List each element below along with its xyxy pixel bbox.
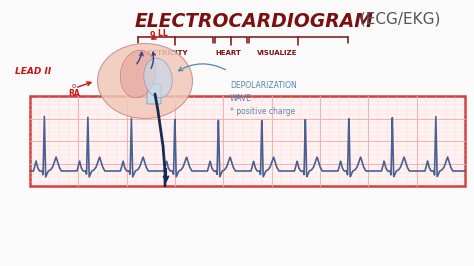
Text: HEART: HEART — [215, 50, 241, 56]
Text: (ECG/EKG): (ECG/EKG) — [355, 12, 440, 27]
Ellipse shape — [120, 50, 156, 98]
Text: VISUALIZE: VISUALIZE — [257, 50, 298, 56]
Text: o LL: o LL — [150, 30, 168, 39]
Text: LEAD II: LEAD II — [15, 66, 51, 76]
Text: ELECTRICITY: ELECTRICITY — [138, 50, 188, 56]
FancyBboxPatch shape — [30, 96, 465, 186]
Text: RA: RA — [68, 89, 80, 98]
Ellipse shape — [144, 58, 172, 98]
Text: ELECTROCARDIOGRAM: ELECTROCARDIOGRAM — [135, 12, 374, 31]
Ellipse shape — [98, 44, 192, 118]
Text: DEPOLARIZATION
WAVE
* positive charge: DEPOLARIZATION WAVE * positive charge — [230, 81, 297, 117]
FancyBboxPatch shape — [147, 84, 161, 104]
Text: o: o — [72, 83, 76, 89]
